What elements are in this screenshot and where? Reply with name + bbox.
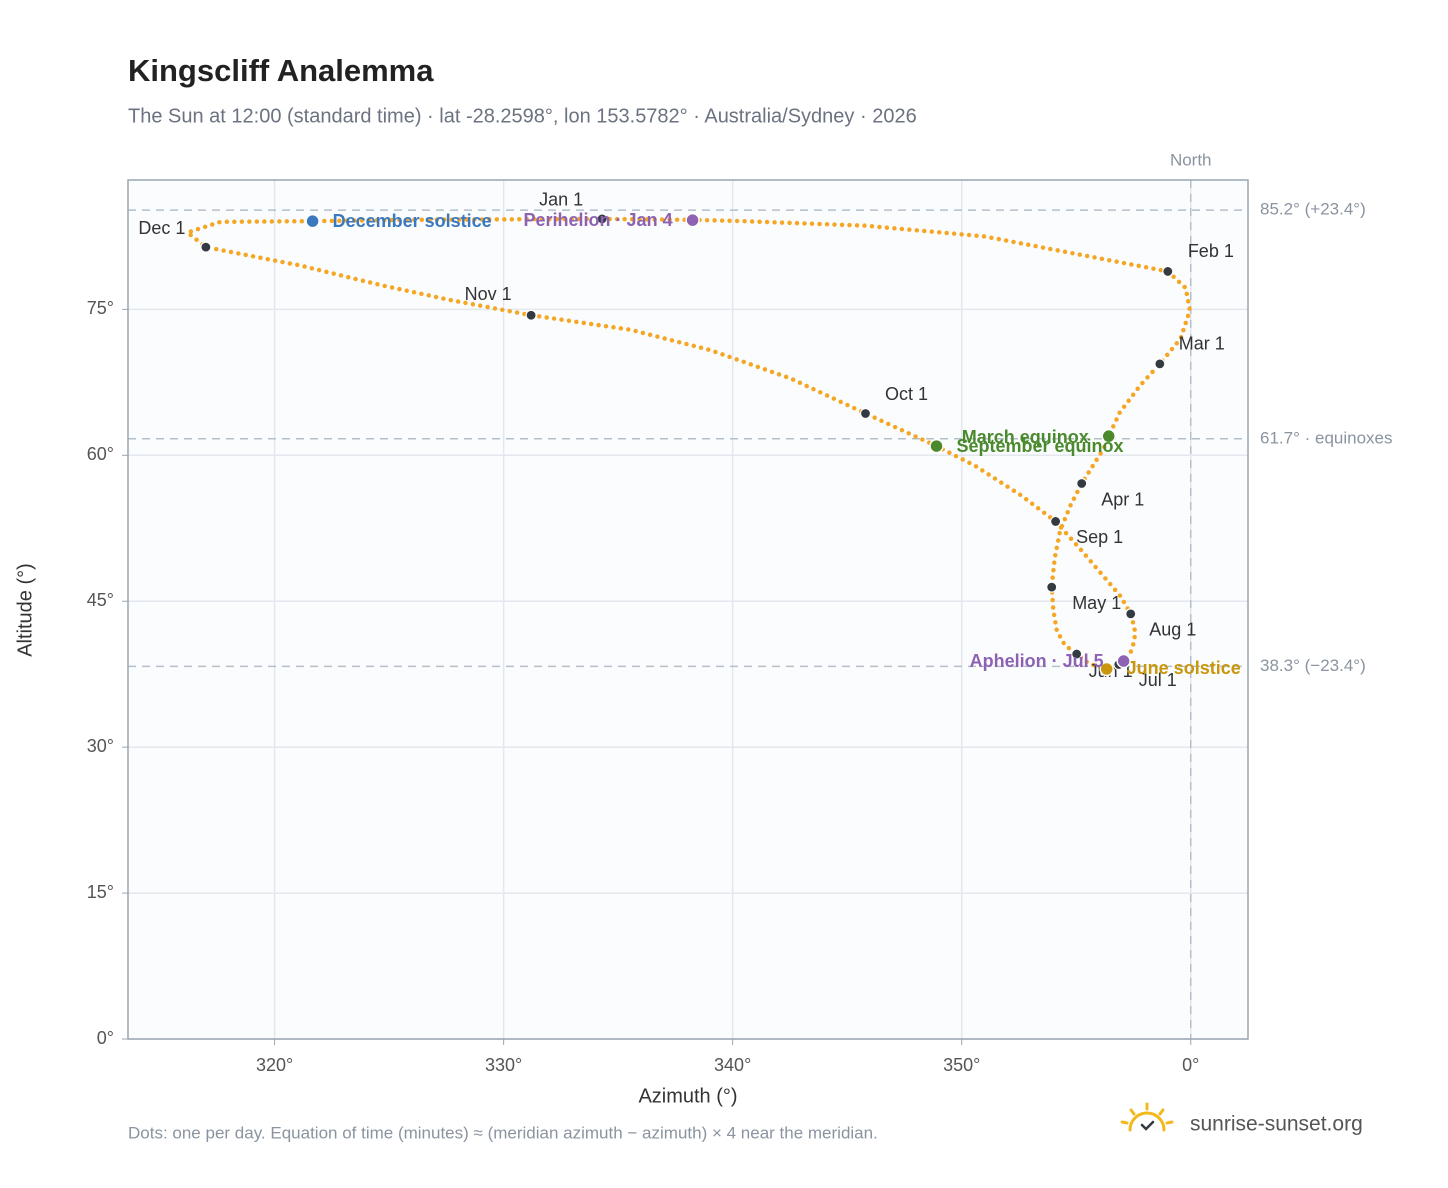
event-marker (1116, 653, 1131, 669)
month-label: Aug 1 (1149, 620, 1196, 640)
event-label: December solstice (333, 211, 492, 231)
logo-check (1140, 1120, 1155, 1131)
month-marker (1154, 358, 1166, 370)
reference-label: 38.3° (−23.4°) (1260, 656, 1366, 675)
grid-layer (128, 180, 1248, 1040)
logo-ray (1158, 1108, 1165, 1116)
analemma-dots (182, 216, 1193, 672)
month-label: Dec 1 (138, 218, 185, 238)
north-label: North (1170, 150, 1212, 169)
chart-title: Kingscliff Analemma (128, 53, 434, 88)
logo-ray (1120, 1120, 1129, 1125)
event-label: Aphelion · Jul 5 (970, 651, 1104, 671)
month-marker (525, 309, 537, 321)
month-label: Jan 1 (539, 190, 583, 210)
month-label: Sep 1 (1076, 527, 1123, 547)
event-label: March equinox (962, 427, 1089, 447)
month-label: Feb 1 (1188, 241, 1234, 261)
x-tick-label: 320° (256, 1055, 293, 1075)
logo-sun (1128, 1111, 1166, 1132)
x-tick-label: 330° (485, 1055, 522, 1075)
event-marker (685, 212, 700, 228)
event-marker (305, 213, 320, 229)
month-label: May 1 (1072, 593, 1121, 613)
reference-label: 85.2° (+23.4°) (1260, 200, 1366, 219)
x-axis-title: Azimuth (°) (638, 1085, 737, 1107)
month-marker (1162, 265, 1174, 278)
month-marker (200, 241, 212, 253)
y-tick-label: 15° (87, 882, 114, 902)
x-tick-label: 350° (943, 1055, 980, 1075)
event-marker (1099, 661, 1114, 677)
reference-label: 61.7° · equinoxes (1260, 428, 1393, 447)
month-marker (1050, 515, 1062, 528)
month-marker (1046, 581, 1058, 593)
plot-frame (127, 179, 1249, 1040)
month-label: Oct 1 (885, 384, 928, 404)
brand-logo (1120, 1102, 1174, 1132)
logo-ray (1165, 1120, 1174, 1125)
y-tick-label: 30° (87, 736, 114, 756)
month-label: Nov 1 (465, 284, 512, 304)
x-tick-label: 0° (1182, 1055, 1199, 1075)
month-label: Apr 1 (1101, 489, 1144, 509)
footnote: Dots: one per day. Equation of time (min… (128, 1123, 878, 1142)
event-label: Perihelion · Jan 4 (524, 210, 673, 230)
y-tick-label: 60° (87, 444, 114, 464)
event-label: June solstice (1127, 658, 1241, 678)
event-marker (929, 438, 944, 454)
month-marker (1125, 608, 1137, 620)
event-marker (1101, 428, 1116, 444)
plot-area (128, 180, 1248, 1039)
month-marker (1076, 477, 1088, 490)
month-label: Jul 1 (1139, 670, 1177, 690)
chart-subtitle: The Sun at 12:00 (standard time) · lat -… (128, 105, 917, 127)
x-tick-label: 340° (714, 1055, 751, 1075)
month-label: Mar 1 (1179, 334, 1225, 354)
y-tick-label: 0° (97, 1028, 114, 1048)
y-axis-title: Altitude (°) (14, 563, 36, 657)
month-marker (859, 407, 872, 420)
logo-ray (1129, 1108, 1136, 1116)
y-tick-label: 45° (87, 590, 114, 610)
event-label: September equinox (957, 436, 1124, 456)
month-marker (1071, 648, 1083, 660)
month-marker (596, 213, 608, 225)
y-tick-label: 75° (87, 298, 114, 318)
brand: sunrise-sunset.org (1190, 1113, 1363, 1136)
